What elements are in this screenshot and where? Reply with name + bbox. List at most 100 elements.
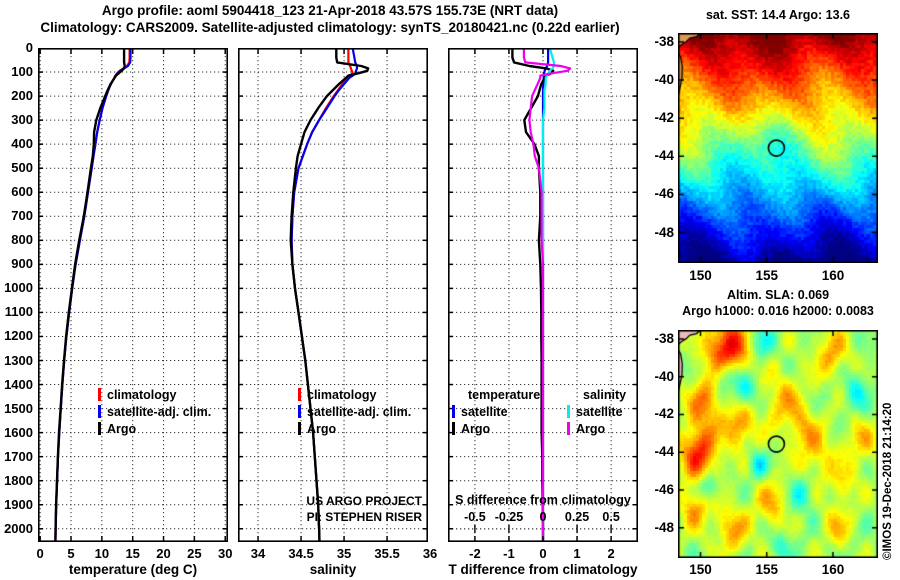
profile-panel-temperature <box>38 48 228 542</box>
legend-entry: climatology <box>298 386 411 403</box>
y-tick-label: 1600 <box>4 424 33 440</box>
series-s-argo <box>522 48 572 542</box>
legend-entry: satellite-adj. clim. <box>98 403 211 420</box>
y-tick-label: 1900 <box>4 496 33 512</box>
legend-entry: satellite <box>567 403 626 420</box>
legend-marker <box>452 405 455 418</box>
x-axis-label-salinity: salinity <box>309 562 357 577</box>
y-tick-label: 600 <box>11 184 33 200</box>
legend-marker <box>567 405 570 418</box>
x-tick-label: 35 <box>336 546 352 561</box>
sla-map-canvas <box>678 330 878 558</box>
legend-entry: Argo <box>298 420 411 437</box>
series-argo <box>54 48 126 542</box>
y-tick-label: 1500 <box>4 400 33 416</box>
sla-map-title: Altim. SLA: 0.069 <box>726 288 830 302</box>
legend-entry: Argo <box>98 420 211 437</box>
y-tick-label: 1400 <box>4 376 33 392</box>
x-tick-label: -2 <box>469 546 481 561</box>
project-note: US ARGO PROJECT PI: STEPHEN RISER <box>238 493 422 525</box>
legend-entry: climatology <box>98 386 211 403</box>
map-lat-tick-label: -44 <box>654 148 674 164</box>
x-tick-label: 25 <box>187 546 202 561</box>
legend-marker <box>452 422 455 435</box>
legend-marker <box>567 422 570 435</box>
y-tick-label: 2000 <box>4 520 33 536</box>
x-axis-label-difference: T difference from climatology <box>448 562 638 577</box>
x-tick-label: 10 <box>94 546 110 561</box>
legend-label: satellite <box>461 404 508 419</box>
y-tick-label: 1300 <box>4 352 33 368</box>
map-lat-tick-label: -46 <box>654 186 674 202</box>
map-lat-tick-label: -46 <box>654 481 674 497</box>
x-tick-label: 36 <box>422 546 438 561</box>
imos-credit: ©IMOS 19-Dec-2018 21:14:20 <box>882 402 894 560</box>
y-tick-label: 1700 <box>4 448 33 464</box>
x-tick-label: 2 <box>607 546 615 561</box>
legend-marker <box>98 422 101 435</box>
legend-marker <box>98 405 101 418</box>
s-axis-tick-label: -0.5 <box>464 510 486 524</box>
legend-label: satellite <box>576 404 623 419</box>
series-climatology <box>54 48 131 542</box>
s-axis-tick-label: -0.25 <box>494 510 524 524</box>
legend-marker <box>298 405 301 418</box>
legend-marker <box>298 388 301 401</box>
page-subtitle: Climatology: CARS2009. Satellite-adjuste… <box>40 20 620 35</box>
map-lon-tick-label: 150 <box>689 268 712 283</box>
project-note-line: US ARGO PROJECT <box>306 494 422 508</box>
legend-label: Argo <box>576 421 606 436</box>
y-tick-label: 900 <box>11 256 33 272</box>
map-lat-tick-label: -44 <box>654 444 674 460</box>
y-tick-label: 300 <box>11 112 33 128</box>
map-lat-tick-label: -38 <box>654 33 674 49</box>
x-tick-label: 0 <box>539 546 547 561</box>
legend-label: satellite-adj. clim. <box>307 404 412 419</box>
legend-temperature: climatology satellite-adj. clim. Argo <box>98 386 211 437</box>
map-lat-tick-label: -42 <box>654 406 674 422</box>
map-lon-tick-label: 155 <box>755 562 778 577</box>
legend-header: temperature <box>468 387 541 402</box>
legend-entry: satellite-adj. clim. <box>298 403 411 420</box>
s-axis-tick-label: 0 <box>539 510 547 524</box>
legend-label: Argo <box>107 421 137 436</box>
legend-entry: satellite <box>452 403 540 420</box>
series-argo <box>289 48 370 542</box>
legend-marker <box>98 388 101 401</box>
y-tick-label: 1100 <box>4 304 33 320</box>
x-tick-label: 15 <box>125 546 140 561</box>
x-tick-label: 35.5 <box>374 546 400 561</box>
legend-label: Argo <box>307 421 337 436</box>
y-tick-label: 800 <box>11 232 33 248</box>
y-tick-label: 700 <box>11 208 33 224</box>
legend-label: satellite-adj. clim. <box>107 404 212 419</box>
series-climatology <box>290 48 354 542</box>
sla-map-subtitle: Argo h1000: 0.016 h2000: 0.0083 <box>682 304 874 318</box>
legend-label: Argo <box>461 421 491 436</box>
map-lat-tick-label: -48 <box>654 224 674 240</box>
legend-entry: Argo <box>567 420 626 437</box>
map-lat-tick-label: -42 <box>654 110 674 126</box>
page-title: Argo profile: aoml 5904418_123 21-Apr-20… <box>101 3 559 18</box>
sst-map-title: sat. SST: 14.4 Argo: 13.6 <box>705 8 851 22</box>
legend-header: salinity <box>583 387 627 402</box>
y-tick-label: 1200 <box>4 328 33 344</box>
series-t-argo <box>511 48 555 542</box>
x-tick-label: 20 <box>156 546 171 561</box>
y-tick-label: 200 <box>11 88 33 104</box>
legend-difference-col1: salinity satellite Argo <box>567 386 626 437</box>
map-lon-tick-label: 160 <box>821 562 845 577</box>
x-tick-label: 1 <box>573 546 581 561</box>
map-lon-tick-label: 150 <box>689 562 712 577</box>
y-tick-label: 1000 <box>4 280 33 296</box>
map-lat-tick-label: -48 <box>654 519 674 535</box>
legend-entry: Argo <box>452 420 540 437</box>
s-axis-tick-label: 0.5 <box>602 510 620 524</box>
profile-panel-difference <box>448 48 638 542</box>
x-tick-label: 34 <box>250 546 266 561</box>
y-tick-label: 0 <box>25 40 33 55</box>
s-axis-label: S difference from climatology <box>455 493 631 507</box>
map-lon-tick-label: 160 <box>821 268 845 283</box>
x-tick-label: 5 <box>67 546 75 561</box>
y-tick-label: 400 <box>11 136 33 152</box>
